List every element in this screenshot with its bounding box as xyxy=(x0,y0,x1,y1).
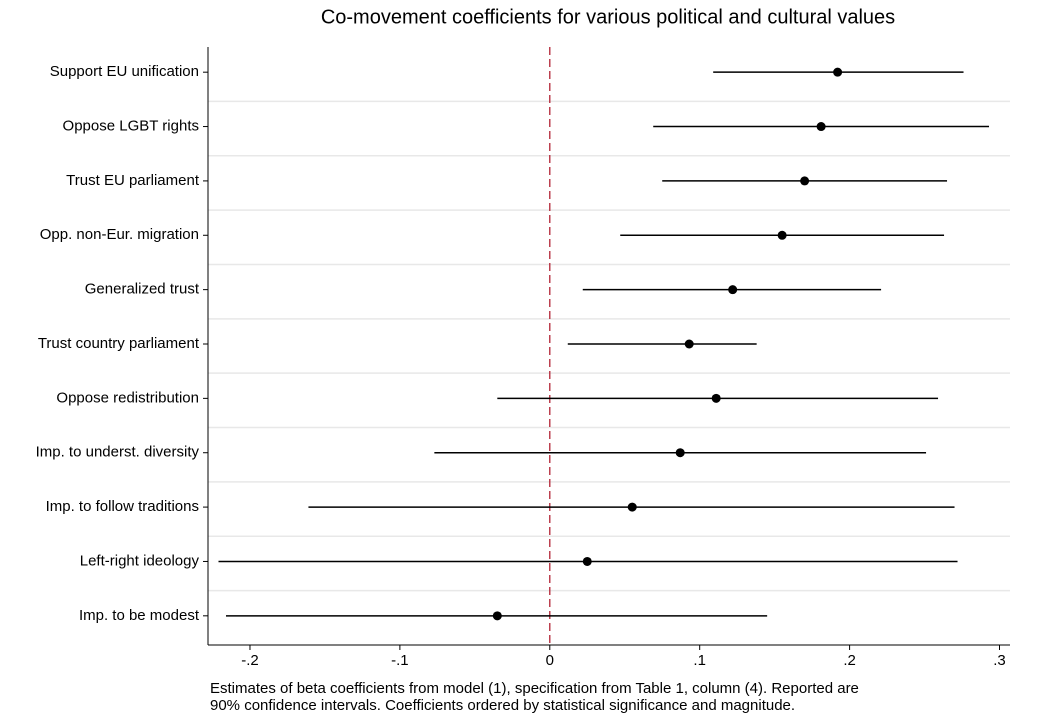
point-estimate xyxy=(728,285,738,295)
y-tick-label: Imp. to follow traditions xyxy=(46,498,199,515)
x-tick-label: .3 xyxy=(993,652,1006,669)
x-tick-label: 0 xyxy=(546,652,554,669)
x-tick-label: .1 xyxy=(693,652,706,669)
point-estimate xyxy=(582,556,592,566)
point-estimate xyxy=(816,122,826,132)
note: 90% confidence intervals. Coefficients o… xyxy=(210,697,795,714)
y-tick-label: Oppose LGBT rights xyxy=(63,118,199,135)
y-tick-label: Imp. to be modest xyxy=(79,607,200,624)
y-tick-label: Opp. non-Eur. migration xyxy=(40,226,199,243)
y-tick-label: Trust EU parliament xyxy=(66,172,200,189)
chart-title: Co-movement coefficients for various pol… xyxy=(321,6,895,28)
x-tick-label: -.2 xyxy=(241,652,259,669)
y-tick-label: Imp. to underst. diversity xyxy=(36,444,200,461)
y-tick-label: Oppose redistribution xyxy=(56,389,199,406)
point-estimate xyxy=(833,67,843,77)
point-estimate xyxy=(684,339,694,349)
y-tick-label: Support EU unification xyxy=(50,63,199,80)
point-estimate xyxy=(711,393,721,403)
point-estimate xyxy=(627,502,637,512)
note: Estimates of beta coefficients from mode… xyxy=(210,680,859,697)
x-tick-label: .2 xyxy=(843,652,856,669)
x-tick-label: -.1 xyxy=(391,652,409,669)
y-tick-label: Generalized trust xyxy=(85,281,200,298)
y-tick-label: Trust country parliament xyxy=(38,335,200,352)
y-tick-label: Left-right ideology xyxy=(80,552,200,569)
point-estimate xyxy=(800,176,810,186)
point-estimate xyxy=(777,230,787,240)
point-estimate xyxy=(675,448,685,458)
point-estimate xyxy=(492,611,502,621)
